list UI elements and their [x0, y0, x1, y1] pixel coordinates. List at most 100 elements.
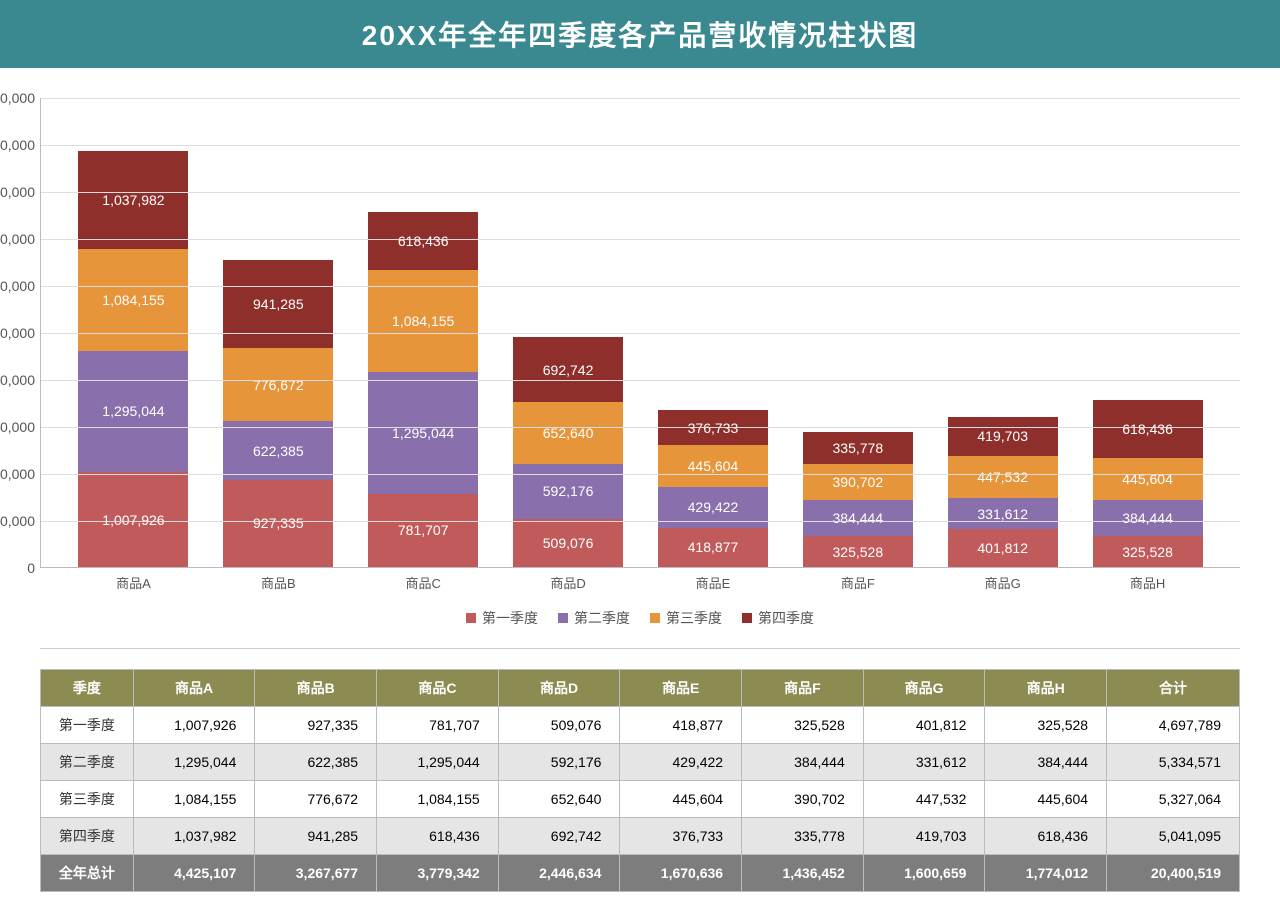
- legend-item: 第一季度: [466, 608, 538, 628]
- table-row: 第四季度1,037,982941,285618,436692,742376,73…: [41, 818, 1240, 855]
- bar-segment: 445,604: [1093, 458, 1203, 500]
- x-axis-label: 商品F: [803, 573, 913, 592]
- bar-segment: 622,385: [223, 421, 333, 480]
- bar-segment: 1,295,044: [78, 351, 188, 473]
- legend-swatch: [466, 613, 476, 623]
- bar-value-label: 331,612: [977, 506, 1028, 522]
- legend-label: 第三季度: [666, 608, 722, 628]
- table-header-cell: 商品C: [377, 670, 499, 707]
- bar-segment: 335,778: [803, 432, 913, 464]
- table-cell: 401,812: [863, 707, 985, 744]
- y-axis-label: 3,500,000: [0, 231, 35, 247]
- bar-segment: 384,444: [1093, 500, 1203, 536]
- legend-item: 第四季度: [742, 608, 814, 628]
- gridline: [41, 521, 1240, 522]
- bar-segment: 941,285: [223, 260, 333, 348]
- gridline: [41, 145, 1240, 146]
- bar-value-label: 1,007,926: [102, 512, 164, 528]
- bar-segment: 445,604: [658, 445, 768, 487]
- table-cell: 390,702: [742, 781, 864, 818]
- gridline: [41, 239, 1240, 240]
- bar-segment: 692,742: [513, 337, 623, 402]
- bar-segment: 401,812: [948, 529, 1058, 567]
- table-cell: 445,604: [985, 781, 1107, 818]
- stacked-bar-chart: 1,007,9261,295,0441,084,1551,037,982927,…: [40, 98, 1240, 568]
- table-cell: 4,697,789: [1107, 707, 1240, 744]
- bar-group: 401,812331,612447,532419,703: [948, 417, 1058, 567]
- table-header-row: 季度商品A商品B商品C商品D商品E商品F商品G商品H合计: [41, 670, 1240, 707]
- table-cell: 384,444: [985, 744, 1107, 781]
- table-cell: 1,295,044: [377, 744, 499, 781]
- legend-item: 第二季度: [558, 608, 630, 628]
- bar-value-label: 384,444: [1122, 510, 1173, 526]
- bar-segment: 509,076: [513, 519, 623, 567]
- table-total-cell: 1,774,012: [985, 855, 1107, 892]
- bar-value-label: 692,742: [543, 362, 594, 378]
- table-cell: 5,334,571: [1107, 744, 1240, 781]
- x-axis-label: 商品C: [368, 573, 478, 592]
- table-row: 第一季度1,007,926927,335781,707509,076418,87…: [41, 707, 1240, 744]
- bar-value-label: 941,285: [253, 296, 304, 312]
- chart-legend: 第一季度 第二季度 第三季度第四季度: [0, 608, 1280, 628]
- table-row-header: 第一季度: [41, 707, 134, 744]
- bar-value-label: 622,385: [253, 443, 304, 459]
- table-cell: 927,335: [255, 707, 377, 744]
- x-axis-label: 商品H: [1093, 573, 1203, 592]
- y-axis-label: 500,000: [0, 513, 35, 529]
- bar-segment: 419,703: [948, 417, 1058, 456]
- table-cell: 941,285: [255, 818, 377, 855]
- table-header-cell: 商品E: [620, 670, 742, 707]
- bar-segment: 384,444: [803, 500, 913, 536]
- table-cell: 618,436: [377, 818, 499, 855]
- bar-segment: 652,640: [513, 402, 623, 463]
- gridline: [41, 427, 1240, 428]
- bar-group: 418,877429,422445,604376,733: [658, 410, 768, 567]
- table-cell: 776,672: [255, 781, 377, 818]
- bar-value-label: 618,436: [398, 233, 449, 249]
- bar-segment: 592,176: [513, 464, 623, 520]
- legend-item: 第三季度: [650, 608, 722, 628]
- legend-label: 第二季度: [574, 608, 630, 628]
- gridline: [41, 286, 1240, 287]
- table-total-cell: 2,446,634: [498, 855, 620, 892]
- bar-value-label: 1,037,982: [102, 192, 164, 208]
- bar-segment: 1,007,926: [78, 472, 188, 567]
- table-cell: 1,037,982: [133, 818, 255, 855]
- table-cell: 1,007,926: [133, 707, 255, 744]
- table-cell: 5,327,064: [1107, 781, 1240, 818]
- bar-value-label: 384,444: [833, 510, 884, 526]
- bar-value-label: 1,295,044: [102, 403, 164, 419]
- x-axis-label: 商品A: [78, 573, 188, 592]
- legend-swatch: [650, 613, 660, 623]
- bar-value-label: 1,084,155: [102, 292, 164, 308]
- bar-segment: 1,037,982: [78, 151, 188, 249]
- bar-segment: 618,436: [368, 212, 478, 270]
- table-cell: 335,778: [742, 818, 864, 855]
- bar-value-label: 419,703: [977, 428, 1028, 444]
- table-cell: 1,084,155: [133, 781, 255, 818]
- table-row-header: 第二季度: [41, 744, 134, 781]
- gridline: [41, 333, 1240, 334]
- table-cell: 376,733: [620, 818, 742, 855]
- table-cell: 384,444: [742, 744, 864, 781]
- bar-segment: 418,877: [658, 528, 768, 567]
- table-row-header: 第三季度: [41, 781, 134, 818]
- table-total-cell: 1,436,452: [742, 855, 864, 892]
- table-total-cell: 3,779,342: [377, 855, 499, 892]
- bar-group: 325,528384,444390,702335,778: [803, 432, 913, 567]
- bar-group: 781,7071,295,0441,084,155618,436: [368, 212, 478, 567]
- table-total-cell: 1,600,659: [863, 855, 985, 892]
- gridline: [41, 192, 1240, 193]
- bar-value-label: 418,877: [688, 539, 739, 555]
- table-cell: 509,076: [498, 707, 620, 744]
- table-cell: 325,528: [742, 707, 864, 744]
- y-axis-label: 3,000,000: [0, 278, 35, 294]
- table-total-cell: 4,425,107: [133, 855, 255, 892]
- page-title: 20XX年全年四季度各产品营收情况柱状图: [0, 0, 1280, 68]
- table-cell: 419,703: [863, 818, 985, 855]
- table-cell: 418,877: [620, 707, 742, 744]
- bar-group: 325,528384,444445,604618,436: [1093, 400, 1203, 567]
- gridline: [41, 474, 1240, 475]
- table-total-cell: 3,267,677: [255, 855, 377, 892]
- table-row-header: 第四季度: [41, 818, 134, 855]
